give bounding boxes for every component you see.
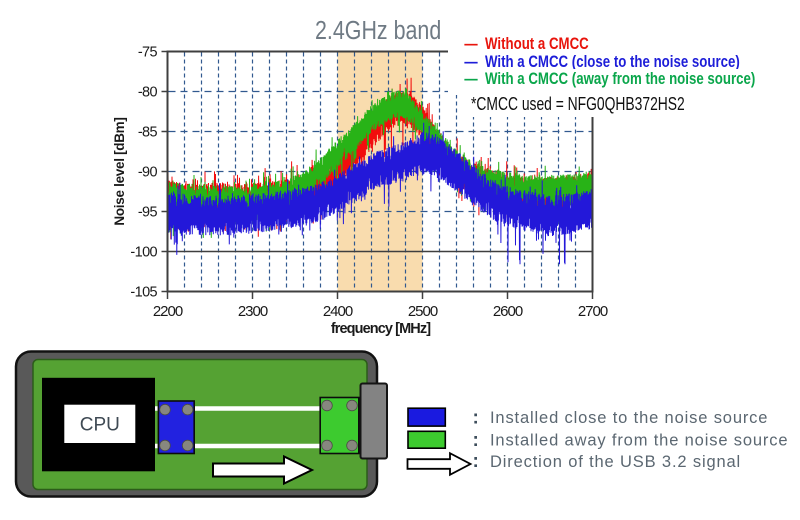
- svg-text::: :: [473, 451, 479, 472]
- svg-text:2700: 2700: [578, 303, 608, 320]
- svg-text:-85: -85: [138, 125, 158, 141]
- svg-text:Direction of the USB 3.2 signa: Direction of the USB 3.2 signal: [490, 453, 741, 471]
- svg-text:Installed close to the noise s: Installed close to the noise source: [490, 409, 768, 427]
- svg-text:2300: 2300: [238, 303, 268, 320]
- svg-text:CPU: CPU: [80, 415, 120, 436]
- svg-text:-75: -75: [138, 45, 158, 61]
- svg-text:-80: -80: [138, 85, 158, 101]
- svg-text:frequency [MHz]: frequency [MHz]: [331, 321, 431, 337]
- svg-text::: :: [473, 430, 479, 451]
- svg-text:2500: 2500: [408, 303, 438, 320]
- svg-text:2400: 2400: [323, 303, 353, 320]
- svg-text:Installed away from the noise: Installed away from the noise source: [490, 432, 788, 450]
- svg-text:-105: -105: [130, 285, 157, 301]
- svg-text:-95: -95: [138, 205, 158, 221]
- svg-text:2200: 2200: [153, 303, 183, 320]
- svg-text:2600: 2600: [493, 303, 523, 320]
- svg-text:Noise level [dBm]: Noise level [dBm]: [112, 117, 127, 225]
- svg-text:-90: -90: [138, 165, 158, 181]
- svg-text::: :: [473, 407, 479, 428]
- svg-text:-100: -100: [130, 245, 157, 261]
